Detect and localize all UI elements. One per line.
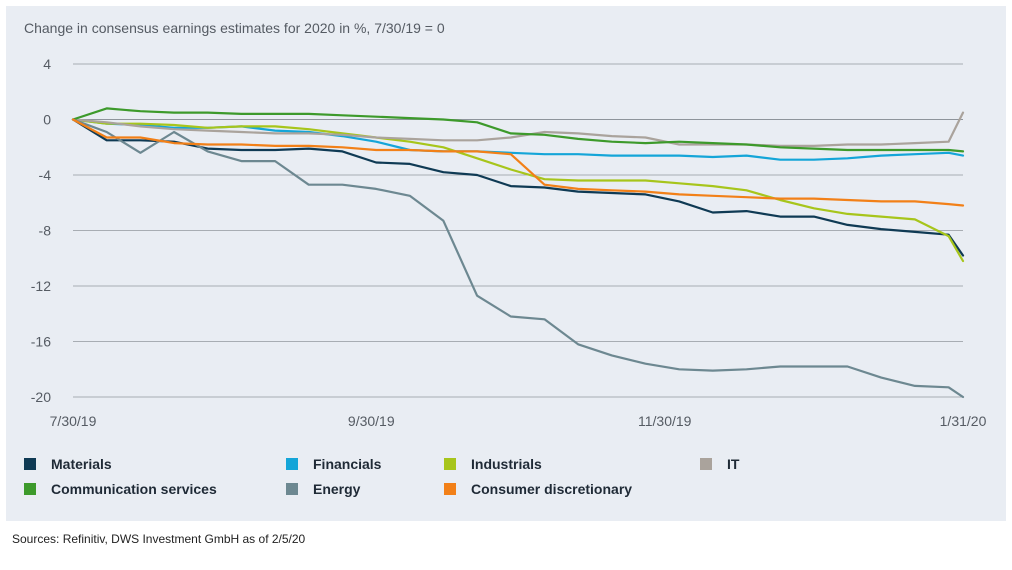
series-line-communication-services (71, 107, 965, 153)
legend-label: Financials (313, 456, 382, 472)
y-tick-label: 0 (43, 112, 51, 128)
source-note: Sources: Refinitiv, DWS Investment GmbH … (12, 532, 306, 546)
legend-label: Consumer discretionary (471, 481, 633, 497)
legend-swatch (444, 458, 456, 470)
legend: Materials Financials Industrials IT Communic… (24, 456, 984, 516)
series-line-industrials (71, 118, 965, 263)
series-line-materials (71, 118, 965, 257)
legend-swatch (700, 458, 712, 470)
legend-item: Materials (24, 456, 112, 472)
legend-label: Energy (313, 481, 361, 497)
legend-item: Energy (286, 481, 360, 497)
series-lines (71, 107, 965, 399)
x-tick-label: 11/30/19 (638, 413, 692, 429)
y-tick-label: -12 (31, 278, 51, 294)
chart-panel: Change in consensus earnings estimates f… (6, 6, 1006, 521)
series-line-it (71, 111, 965, 147)
y-tick-label: 4 (43, 56, 51, 72)
grid (73, 63, 963, 398)
legend-item: Financials (286, 456, 381, 472)
chart-title: Change in consensus earnings estimates f… (24, 20, 445, 36)
legend-item: Industrials (444, 456, 542, 472)
legend-label: Industrials (471, 456, 542, 472)
series-line-energy (71, 118, 965, 399)
y-tick-label: -20 (31, 389, 51, 405)
y-tick-label: -16 (31, 334, 51, 350)
legend-label: Communication services (51, 481, 217, 497)
y-tick-label: -8 (39, 223, 52, 239)
series-line-consumer-discretionary (71, 118, 965, 207)
y-tick-label: -4 (39, 167, 52, 183)
series-line-financials (71, 118, 965, 161)
legend-swatch (24, 483, 36, 495)
legend-label: Materials (51, 456, 112, 472)
legend-swatch (286, 483, 298, 495)
legend-item: Consumer discretionary (444, 481, 632, 497)
line-chart: 4 0 -4 -8 -12 -16 -20 7/30/19 9/30/19 11/30/19 1/… (31, 56, 987, 429)
x-axis-ticks: 7/30/19 9/30/19 11/30/19 1/31/20 (50, 413, 987, 429)
y-axis-ticks: 4 0 -4 -8 -12 -16 -20 (31, 56, 51, 405)
legend-item: IT (700, 456, 739, 472)
x-tick-label: 7/30/19 (50, 413, 97, 429)
legend-swatch (286, 458, 298, 470)
legend-label: IT (727, 456, 740, 472)
x-tick-label: 9/30/19 (348, 413, 395, 429)
legend-swatch (444, 483, 456, 495)
legend-swatch (24, 458, 36, 470)
x-tick-label: 1/31/20 (940, 413, 987, 429)
legend-item: Communication services (24, 481, 217, 497)
